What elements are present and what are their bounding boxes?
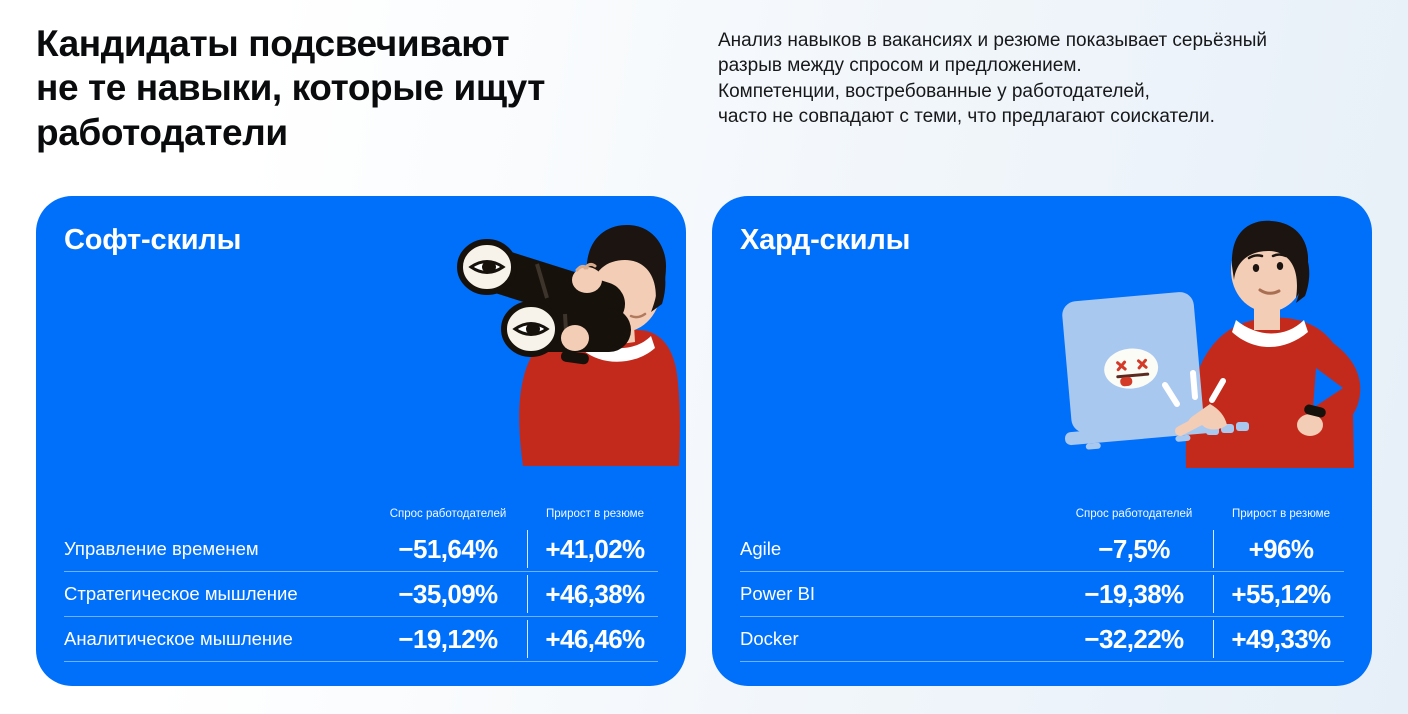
- demand-value: −19,12%: [398, 623, 498, 654]
- laptop-sticker-face: [1104, 348, 1159, 389]
- demand-value: −35,09%: [398, 578, 498, 609]
- hard-skills-card-title: Хард-скилы: [740, 224, 911, 256]
- page-title-line-3: работодатели: [36, 111, 288, 153]
- click-emphasis-icon: [1162, 370, 1226, 407]
- growth-value: +41,02%: [545, 533, 645, 564]
- intro-line-3: Компетенции, востребованные у работодате…: [718, 80, 1150, 102]
- growth-value: +46,38%: [545, 578, 645, 609]
- column-divider: [1213, 575, 1214, 613]
- page-title: Кандидаты подсвечивают не те навыки, кот…: [36, 22, 545, 155]
- table-row: Docker −32,22% +49,33%: [740, 617, 1344, 662]
- intro-paragraph: Анализ навыков в вакансиях и резюме пока…: [718, 28, 1267, 130]
- skill-label: Аналитическое мышление: [64, 628, 293, 649]
- intro-line-1: Анализ навыков в вакансиях и резюме пока…: [718, 30, 1267, 51]
- table-row: Agile −7,5% +96%: [740, 527, 1344, 572]
- skill-label: Управление временем: [64, 538, 259, 559]
- skill-label: Docker: [740, 628, 799, 649]
- demand-value: −32,22%: [1084, 623, 1184, 654]
- hard-skills-table: Спрос работодателей Прирост в резюме Agi…: [740, 508, 1344, 662]
- column-divider: [527, 620, 528, 658]
- demand-value: −19,38%: [1084, 578, 1184, 609]
- demand-value: −51,64%: [398, 533, 498, 564]
- table-row: Управление временем −51,64% +41,02%: [64, 527, 658, 572]
- wrist-watch-icon: [560, 350, 589, 365]
- column-header-demand: Спрос работодателей: [1075, 508, 1193, 520]
- soft-skills-card-title: Софт-скилы: [64, 224, 242, 256]
- column-divider: [1213, 530, 1214, 568]
- skill-label: Agile: [740, 538, 782, 559]
- laptop-man-illustration: [1062, 220, 1361, 468]
- page-title-line-1: Кандидаты подсвечивают: [36, 23, 510, 64]
- growth-value: +55,12%: [1231, 578, 1331, 609]
- column-divider: [1213, 620, 1214, 658]
- soft-skills-table: Спрос работодателей Прирост в резюме Упр…: [64, 508, 658, 662]
- growth-value: +46,46%: [545, 623, 645, 654]
- column-divider: [527, 575, 528, 613]
- wrist-watch-icon: [1304, 404, 1326, 418]
- column-header-growth: Прирост в резюме: [545, 508, 644, 520]
- intro-line-2: разрыв между спросом и предложением.: [718, 55, 1082, 77]
- demand-value: −7,5%: [1098, 533, 1170, 564]
- skill-label: Power BI: [740, 583, 816, 604]
- skill-label: Стратегическое мышление: [64, 583, 298, 604]
- page-title-line-2: не те навыки, которые ищут: [36, 67, 545, 109]
- binoculars-man-illustration: [457, 225, 680, 466]
- soft-skills-card: Софт-скилы: [36, 196, 686, 686]
- intro-line-4: часто не совпадают с теми, что предлагаю…: [718, 106, 1215, 128]
- table-row: Power BI −19,38% +55,12%: [740, 572, 1344, 617]
- column-header-growth: Прирост в резюме: [1231, 508, 1330, 520]
- table-row: Аналитическое мышление −19,12% +46,46%: [64, 617, 658, 662]
- hard-skills-card: Хард-скилы: [712, 196, 1372, 686]
- growth-value: +49,33%: [1231, 623, 1331, 654]
- table-row: Стратегическое мышление −35,09% +46,38%: [64, 572, 658, 617]
- column-divider: [527, 530, 528, 568]
- growth-value: +96%: [1248, 533, 1314, 564]
- hard-skills-table-header: Спрос работодателей Прирост в резюме: [740, 508, 1344, 527]
- column-header-demand: Спрос работодателей: [389, 508, 507, 520]
- soft-skills-table-header: Спрос работодателей Прирост в резюме: [64, 508, 658, 527]
